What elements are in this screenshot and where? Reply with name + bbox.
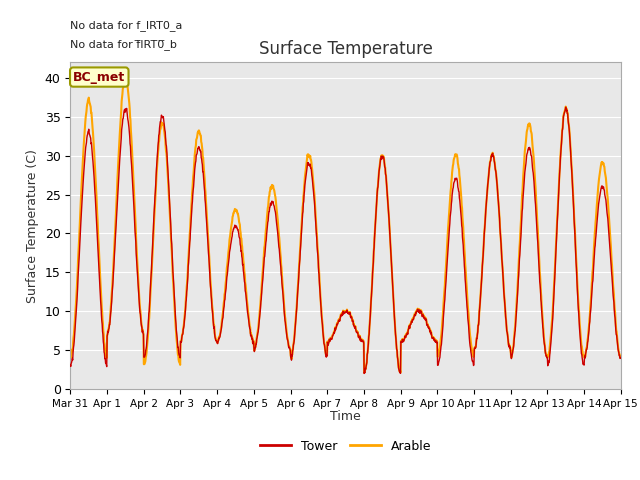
Arable — [122, 74, 130, 80]
Tower — [504, 330, 511, 336]
Arable — [67, 354, 74, 360]
Tower — [552, 252, 559, 257]
Tower — [360, 371, 368, 376]
Text: No data for f_IRT0_a: No data for f_IRT0_a — [70, 20, 183, 31]
Arable — [552, 239, 560, 245]
Arable — [504, 332, 511, 337]
Text: BC_met: BC_met — [73, 71, 125, 84]
Tower — [617, 355, 625, 361]
Tower — [175, 353, 183, 359]
Text: No data for f̅IRT0̅_b: No data for f̅IRT0̅_b — [70, 39, 177, 50]
Arable — [251, 346, 259, 351]
Tower — [250, 348, 258, 354]
X-axis label: Time: Time — [330, 410, 361, 423]
Arable — [189, 174, 197, 180]
Arable — [176, 360, 184, 366]
Line: Tower: Tower — [70, 107, 621, 373]
Line: Arable: Arable — [70, 77, 621, 372]
Tower — [431, 339, 439, 345]
Arable — [432, 337, 440, 343]
Arable — [360, 370, 368, 375]
Tower — [562, 104, 570, 110]
Tower — [67, 362, 74, 368]
Legend: Tower, Arable: Tower, Arable — [255, 434, 436, 457]
Y-axis label: Surface Temperature (C): Surface Temperature (C) — [26, 149, 39, 302]
Title: Surface Temperature: Surface Temperature — [259, 40, 433, 58]
Arable — [617, 354, 625, 360]
Tower — [189, 192, 196, 198]
